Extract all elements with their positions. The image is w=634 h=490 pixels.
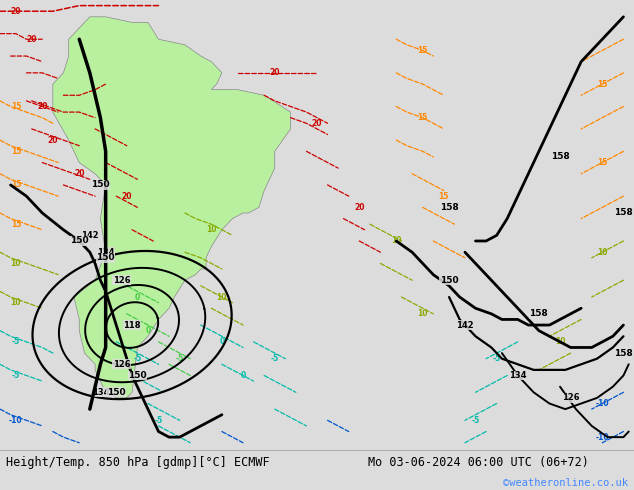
Text: 10: 10 xyxy=(555,338,566,346)
Text: Mo 03-06-2024 06:00 UTC (06+72): Mo 03-06-2024 06:00 UTC (06+72) xyxy=(368,456,588,469)
Text: 0: 0 xyxy=(219,338,224,346)
Text: 15: 15 xyxy=(417,46,428,55)
Text: 10: 10 xyxy=(11,259,21,268)
Text: -5: -5 xyxy=(11,338,20,346)
Text: 15: 15 xyxy=(11,147,21,156)
Text: 20: 20 xyxy=(269,69,280,77)
Text: 10: 10 xyxy=(597,248,607,257)
Text: 150: 150 xyxy=(96,253,115,262)
Text: -5: -5 xyxy=(133,354,141,363)
Text: 10: 10 xyxy=(417,309,428,318)
Text: Height/Temp. 850 hPa [gdmp][°C] ECMWF: Height/Temp. 850 hPa [gdmp][°C] ECMWF xyxy=(6,456,270,469)
Text: 158: 158 xyxy=(529,309,548,318)
Text: -10: -10 xyxy=(595,433,609,441)
Text: 20: 20 xyxy=(48,136,58,145)
Text: 15: 15 xyxy=(597,158,607,167)
Text: 15: 15 xyxy=(597,79,607,89)
Text: 150: 150 xyxy=(91,180,110,190)
Text: 134: 134 xyxy=(97,248,114,257)
Text: 126: 126 xyxy=(562,393,579,402)
Text: -5: -5 xyxy=(176,354,184,363)
Text: 10: 10 xyxy=(391,237,401,245)
Text: 20: 20 xyxy=(37,102,48,111)
Text: 142: 142 xyxy=(456,320,474,330)
Text: 15: 15 xyxy=(11,220,21,229)
Text: 20: 20 xyxy=(354,203,365,212)
Text: 15: 15 xyxy=(439,192,449,200)
Text: 10: 10 xyxy=(206,225,217,234)
Text: -5: -5 xyxy=(493,354,501,363)
Text: -5: -5 xyxy=(154,416,163,425)
Text: 15: 15 xyxy=(11,180,21,190)
Text: 15: 15 xyxy=(417,113,428,122)
Text: 20: 20 xyxy=(27,35,37,44)
Text: 158: 158 xyxy=(551,152,569,161)
Text: 150: 150 xyxy=(70,237,89,245)
Text: 20: 20 xyxy=(312,119,322,128)
Text: ©weatheronline.co.uk: ©weatheronline.co.uk xyxy=(503,478,628,488)
Text: 15: 15 xyxy=(11,102,21,111)
Text: 142: 142 xyxy=(81,231,99,240)
Text: 10: 10 xyxy=(11,298,21,307)
Text: -10: -10 xyxy=(595,399,609,408)
Text: -5: -5 xyxy=(471,416,480,425)
Text: -5: -5 xyxy=(11,371,20,380)
Text: 158: 158 xyxy=(614,208,633,218)
Text: 0: 0 xyxy=(240,371,245,380)
Text: 20: 20 xyxy=(11,7,21,16)
Text: 126: 126 xyxy=(113,360,131,369)
Text: -5: -5 xyxy=(271,354,279,363)
Text: 118: 118 xyxy=(124,320,141,330)
Text: 150: 150 xyxy=(440,276,458,285)
Text: 20: 20 xyxy=(122,192,132,200)
Text: 150: 150 xyxy=(128,371,146,380)
Text: 20: 20 xyxy=(74,169,84,178)
Text: -10: -10 xyxy=(9,416,23,425)
Text: 150: 150 xyxy=(107,388,126,397)
Text: 134: 134 xyxy=(92,388,109,397)
Polygon shape xyxy=(53,17,290,398)
Text: 10: 10 xyxy=(217,293,227,301)
Text: 158: 158 xyxy=(614,348,633,358)
Text: 0: 0 xyxy=(145,326,150,335)
Text: 158: 158 xyxy=(440,203,458,212)
Text: 134: 134 xyxy=(509,371,526,380)
Text: 0: 0 xyxy=(135,293,140,301)
Text: 126: 126 xyxy=(113,276,131,285)
